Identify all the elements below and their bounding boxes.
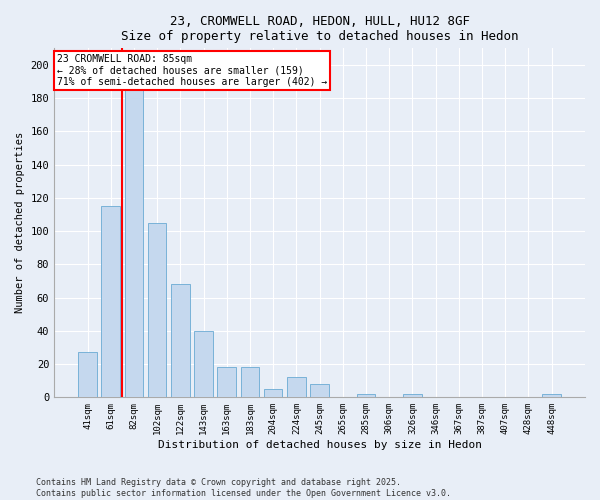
Bar <box>357 394 375 398</box>
Bar <box>264 389 283 398</box>
Bar <box>171 284 190 398</box>
Bar <box>194 331 213 398</box>
Bar <box>217 368 236 398</box>
Title: 23, CROMWELL ROAD, HEDON, HULL, HU12 8GF
Size of property relative to detached h: 23, CROMWELL ROAD, HEDON, HULL, HU12 8GF… <box>121 15 518 43</box>
Bar <box>310 384 329 398</box>
Text: 23 CROMWELL ROAD: 85sqm
← 28% of detached houses are smaller (159)
71% of semi-d: 23 CROMWELL ROAD: 85sqm ← 28% of detache… <box>57 54 327 87</box>
Text: Contains HM Land Registry data © Crown copyright and database right 2025.
Contai: Contains HM Land Registry data © Crown c… <box>36 478 451 498</box>
Y-axis label: Number of detached properties: Number of detached properties <box>15 132 25 314</box>
Bar <box>403 394 422 398</box>
X-axis label: Distribution of detached houses by size in Hedon: Distribution of detached houses by size … <box>158 440 482 450</box>
Bar <box>148 223 166 398</box>
Bar <box>101 206 120 398</box>
Bar <box>287 378 305 398</box>
Bar <box>241 368 259 398</box>
Bar <box>78 352 97 398</box>
Bar <box>542 394 561 398</box>
Bar <box>125 74 143 398</box>
